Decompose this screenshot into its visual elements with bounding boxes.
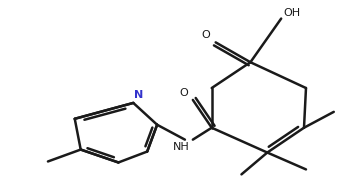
Text: OH: OH: [283, 8, 300, 17]
Text: O: O: [201, 30, 210, 40]
Text: NH: NH: [173, 142, 190, 152]
Text: O: O: [179, 88, 188, 98]
Text: N: N: [134, 90, 144, 100]
